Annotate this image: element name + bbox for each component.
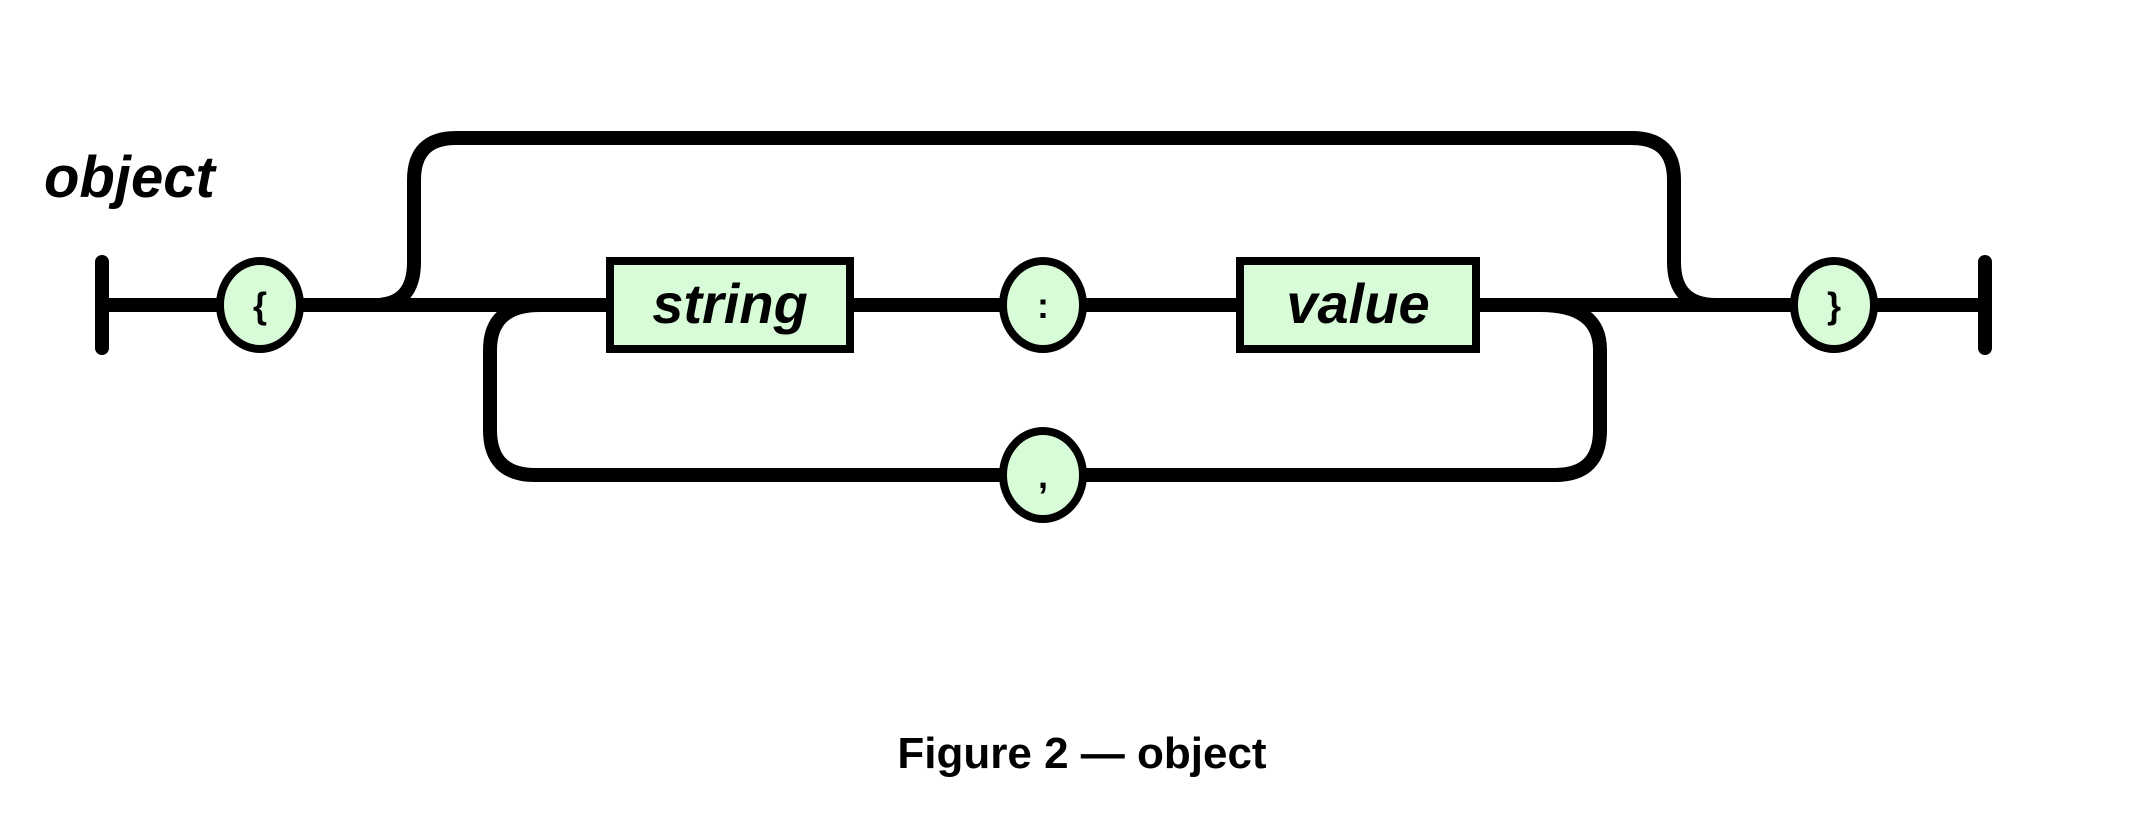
open-brace-terminal: { [216, 257, 304, 353]
string-label: string [652, 272, 808, 335]
track-repeat-loop [483, 298, 1607, 482]
value-label: value [1286, 272, 1429, 335]
value-nonterminal: value [1236, 257, 1480, 353]
colon-terminal: : [999, 257, 1087, 353]
comma-label: , [1038, 455, 1048, 496]
close-brace-terminal: } [1790, 257, 1878, 353]
track-bypass-loop [368, 131, 1723, 312]
colon-label: : [1037, 285, 1049, 326]
string-nonterminal: string [606, 257, 854, 353]
figure-caption: Figure 2 — object [897, 729, 1267, 778]
comma-terminal: , [999, 427, 1087, 523]
open-brace-label: { [253, 285, 267, 326]
rule-name-label: object [44, 145, 217, 210]
close-brace-label: } [1827, 285, 1841, 326]
